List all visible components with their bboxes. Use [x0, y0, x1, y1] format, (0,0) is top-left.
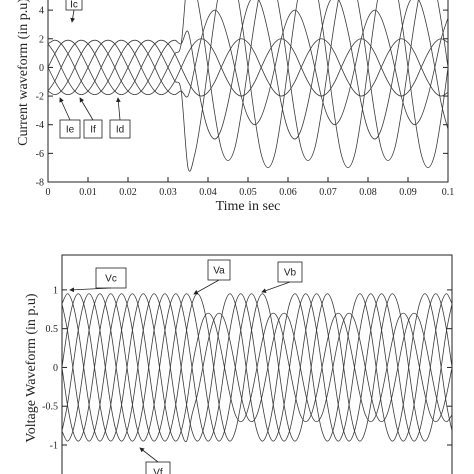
- y-tick-label: -6: [36, 149, 44, 160]
- series-line: [48, 0, 448, 172]
- label-arrow: [69, 287, 112, 293]
- x-tick-label: 0.03: [159, 187, 177, 198]
- series-label: Vc: [105, 274, 117, 285]
- y-tick-label: -4: [36, 120, 44, 131]
- label-arrow: [261, 281, 291, 293]
- series-line: [48, 38, 448, 97]
- x-tick-label: 0.01: [79, 187, 97, 198]
- y-tick-label: 1: [53, 285, 58, 296]
- y-tick-label: 0.5: [46, 324, 59, 335]
- label-arrow: [139, 447, 159, 463]
- y-tick-label: -8: [36, 178, 44, 189]
- series-label: Ic: [70, 0, 78, 11]
- x-tick-label: 0.1: [442, 187, 455, 198]
- label-arrow: [193, 279, 220, 295]
- x-tick-label: 0.09: [399, 187, 417, 198]
- series-line: [48, 9, 448, 126]
- x-tick-label: 0.04: [199, 187, 217, 198]
- y-axis-title: Voltage Waveform (in p.u): [24, 293, 39, 443]
- label-arrow: [70, 9, 76, 23]
- x-tick-label: 0.02: [119, 187, 137, 198]
- y-tick-label: -1: [50, 440, 58, 451]
- y-axis-title: Current waveform (in p.u): [16, 0, 31, 146]
- label-arrow: [79, 97, 94, 121]
- y-tick-label: -0.5: [42, 402, 58, 413]
- x-tick-label: 0.07: [319, 187, 337, 198]
- plot-lines: [62, 293, 452, 443]
- x-tick-label: 0.08: [359, 187, 377, 198]
- plot-frame: [47, 0, 449, 183]
- series-label: Ie: [66, 125, 75, 136]
- series-label: If: [90, 125, 96, 136]
- series-label: Id: [116, 125, 124, 136]
- plot-lines: [48, 0, 448, 172]
- y-tick-label: 4: [39, 6, 44, 17]
- x-axis-title: Time in sec: [216, 199, 281, 214]
- series-line: [62, 293, 452, 442]
- y-tick-label: 0: [39, 63, 44, 74]
- series-label: Va: [213, 266, 225, 277]
- y-tick-label: 0: [53, 363, 58, 374]
- series-line: [62, 293, 452, 442]
- label-arrow: [59, 97, 71, 121]
- label-arrow: [115, 97, 121, 121]
- y-tick-label: 2: [39, 34, 44, 45]
- x-tick-label: 0: [46, 187, 51, 198]
- series-line: [62, 293, 452, 442]
- series-label: Vb: [284, 268, 297, 279]
- series-label: Vf: [153, 468, 163, 474]
- x-tick-label: 0.05: [239, 187, 257, 198]
- y-tick-label: -2: [36, 92, 44, 103]
- x-tick-label: 0.06: [279, 187, 297, 198]
